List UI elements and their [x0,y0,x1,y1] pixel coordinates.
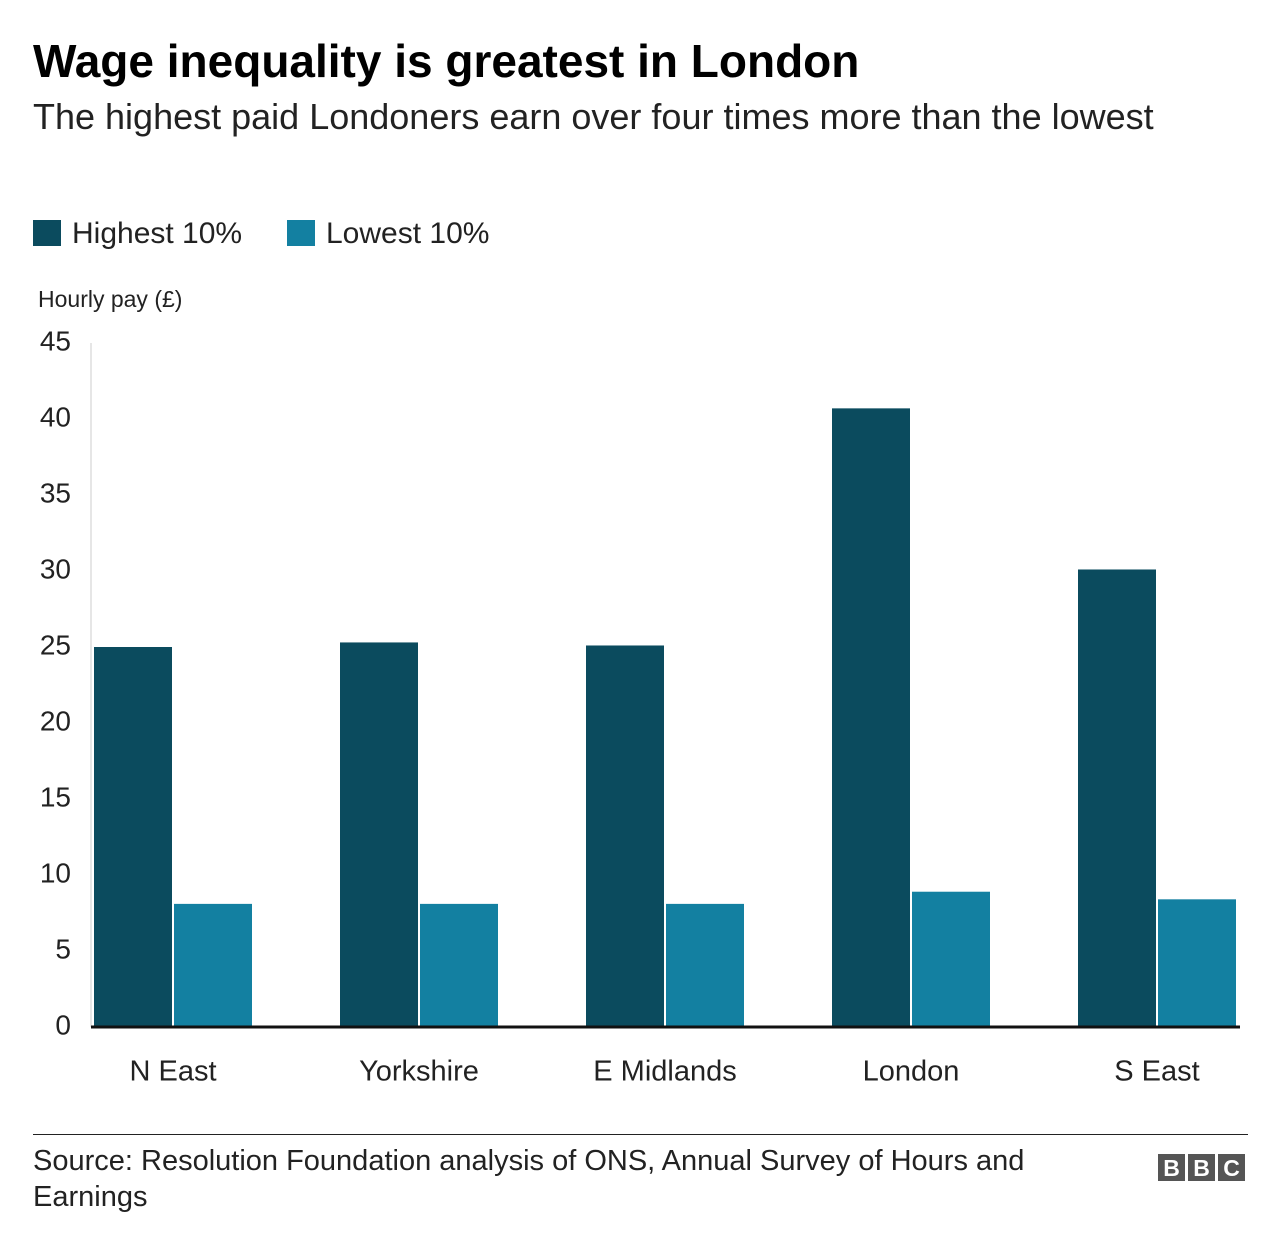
chart-subtitle: The highest paid Londoners earn over fou… [33,96,1154,137]
footer-rule [33,1134,1248,1135]
bar [586,645,664,1027]
y-tick-label: 30 [40,553,71,584]
logo: B B C [1158,1154,1245,1181]
y-tick-label: 15 [40,781,71,812]
x-tick-label: Yorkshire [359,1056,479,1088]
logo-letter: B [1188,1154,1215,1181]
bar [1078,569,1156,1027]
legend-label: Highest 10% [72,217,242,250]
y-tick-label: 25 [40,629,71,660]
bar [832,408,910,1027]
y-tick-label: 40 [40,401,71,432]
chart-title: Wage inequality is greatest in London [33,35,860,87]
bar [174,903,252,1027]
source: Source: Resolution Foundation analysis o… [33,1145,1025,1213]
y-tick-label: 45 [40,325,71,356]
bar [912,891,990,1027]
bar [340,642,418,1027]
bar [420,903,498,1027]
x-tick-label: E Midlands [593,1056,736,1088]
y-tick-label: 20 [40,705,71,736]
bar [94,647,172,1027]
x-tick-label: N East [129,1056,216,1088]
bar [1158,899,1236,1027]
y-tick-label: 35 [40,477,71,508]
chart: Highest 10% Lowest 10% Hourly pay (£) 0 5 10 1… [33,217,1240,1088]
legend-swatch [33,220,61,246]
legend-label: Lowest 10% [326,217,489,250]
y-tick-label: 0 [55,1009,71,1040]
legend-swatch [287,220,315,246]
bar [666,903,744,1027]
logo-letter: C [1218,1154,1245,1181]
y-tick-label: 5 [55,933,71,964]
logo-letter: B [1158,1154,1185,1181]
x-tick-label: S East [1114,1056,1199,1088]
x-tick-label: London [863,1056,960,1088]
y-axis-label: Hourly pay (£) [38,286,182,312]
y-tick-label: 10 [40,857,71,888]
